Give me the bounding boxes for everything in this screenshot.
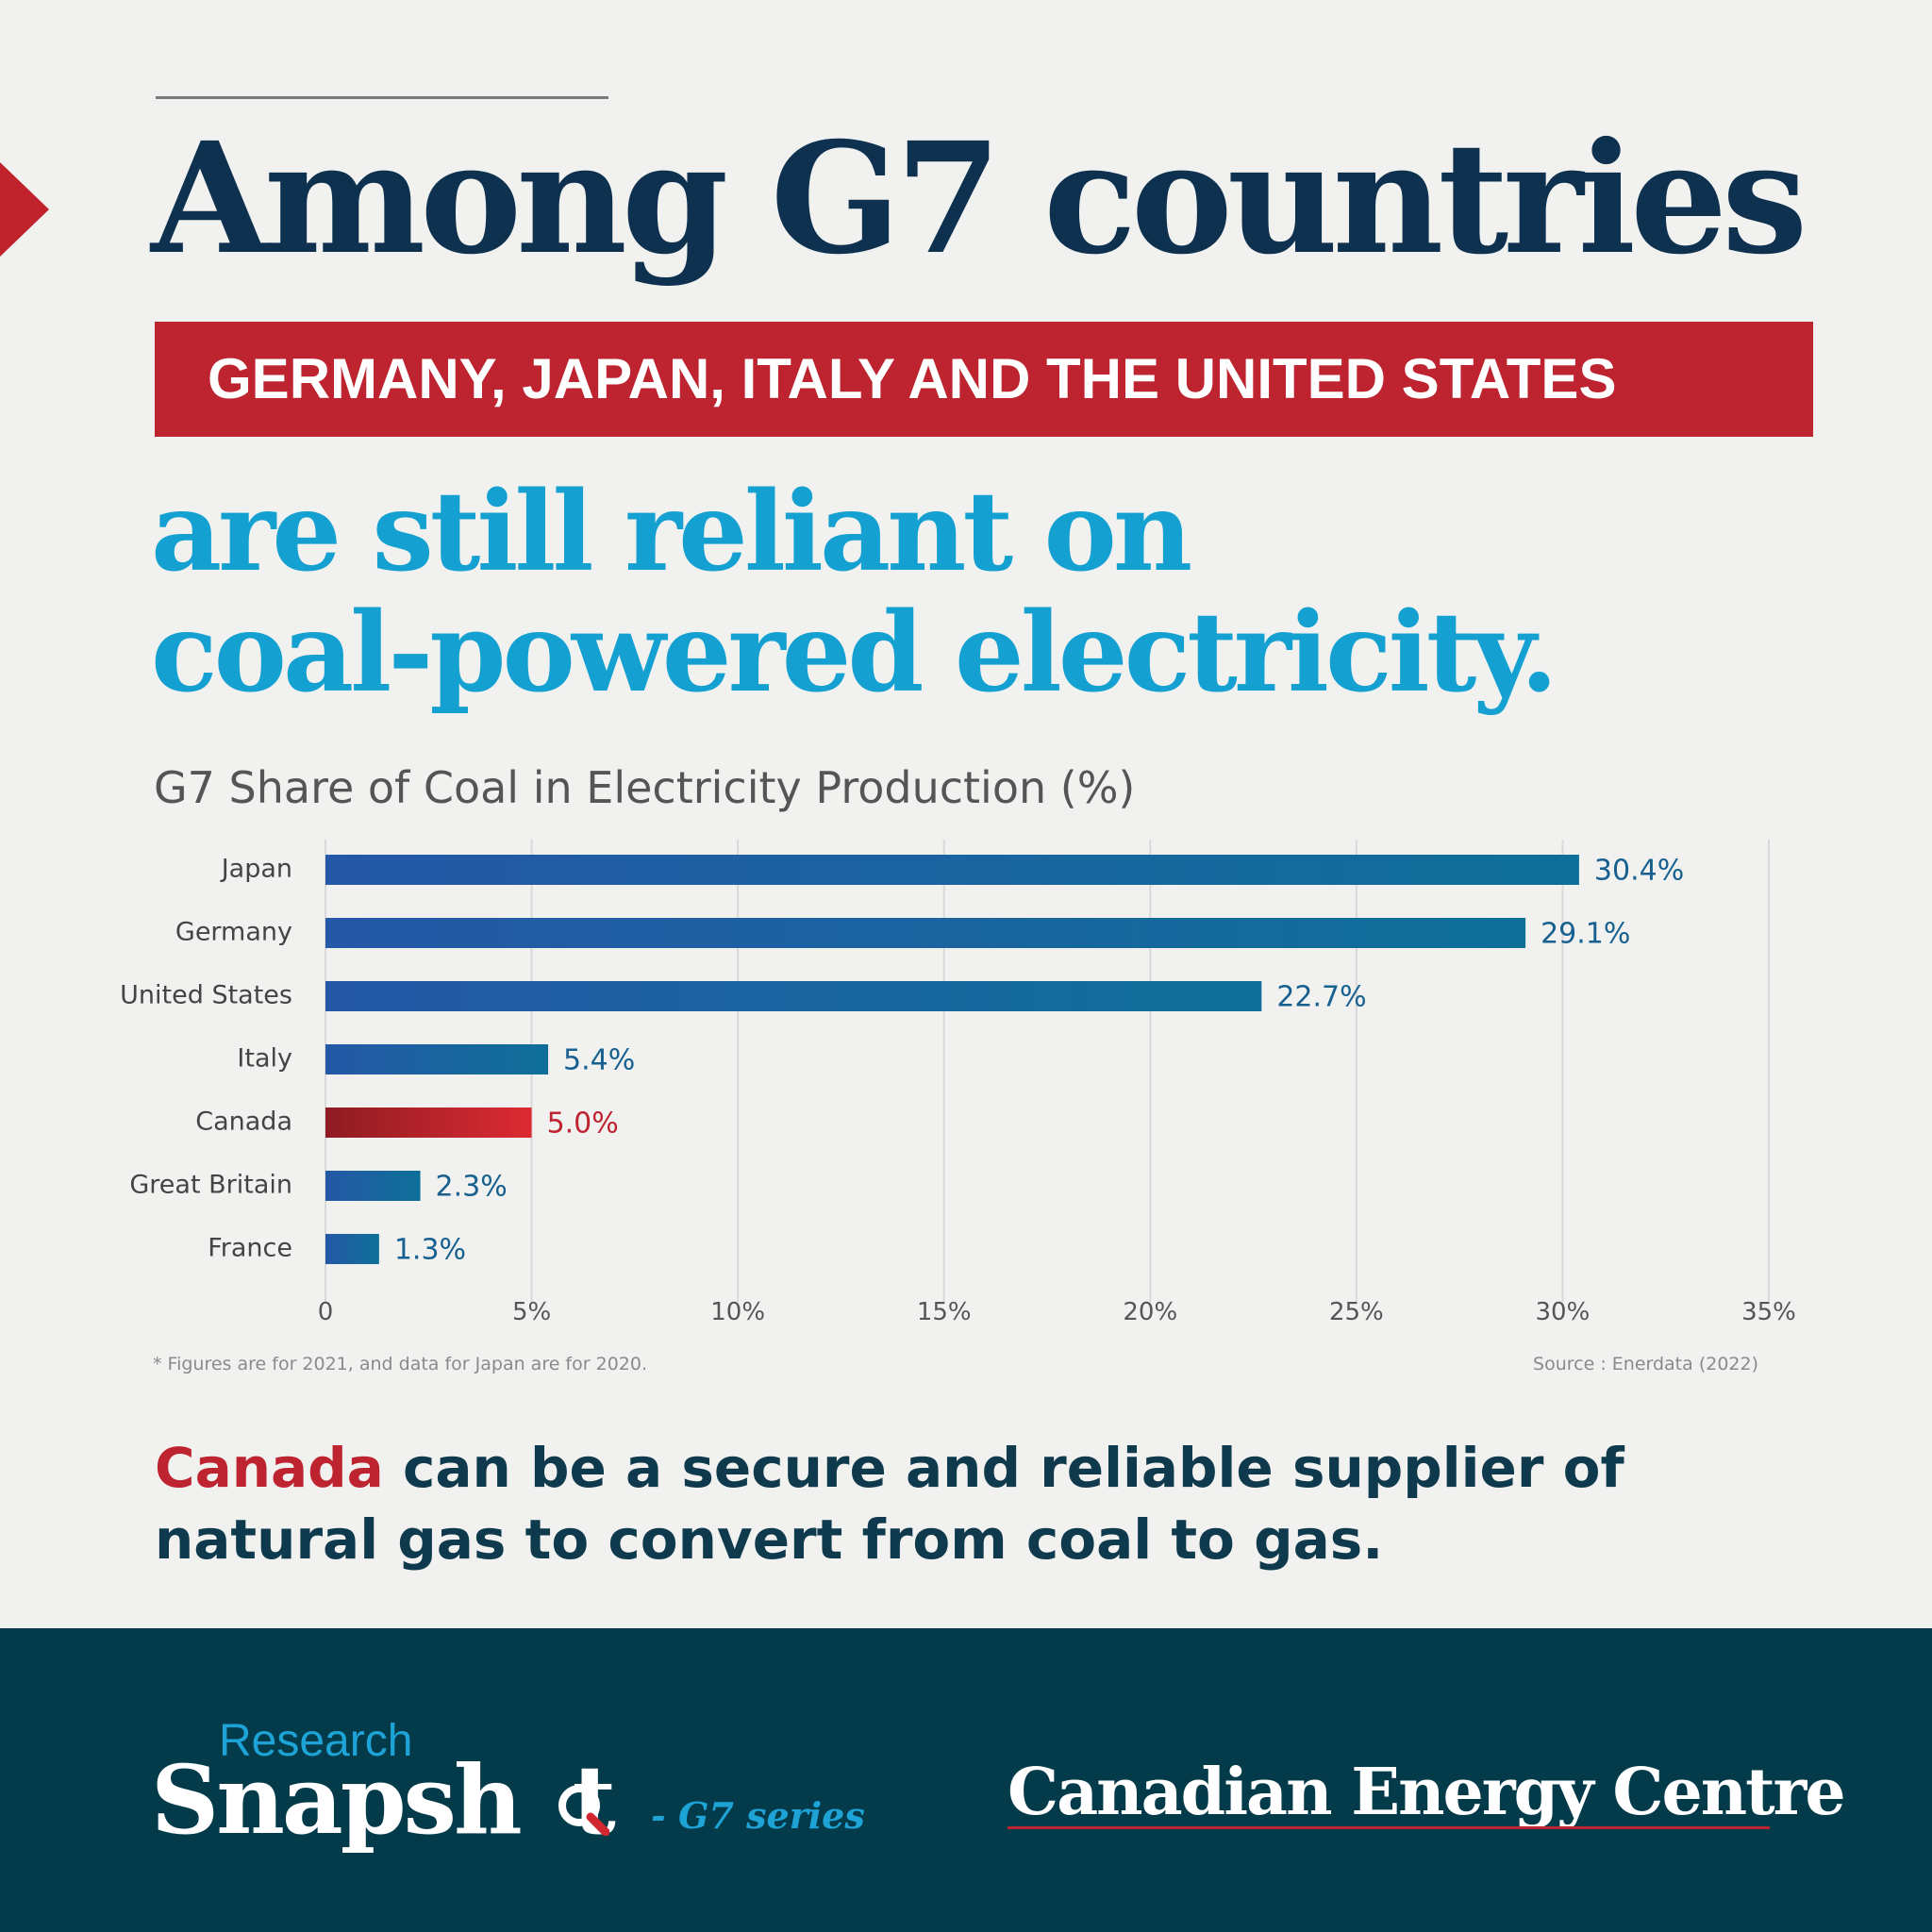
category-label: Japan xyxy=(220,855,292,884)
subheadline: are still reliant on coal-powered electr… xyxy=(151,472,1849,713)
value-label: 30.4% xyxy=(1594,855,1684,888)
closing-highlight: Canada xyxy=(155,1436,384,1500)
subhead-line-2: coal-powered electricity. xyxy=(151,589,1558,717)
subhead-line-1: are still reliant on xyxy=(151,468,1192,596)
value-label: 22.7% xyxy=(1276,981,1366,1014)
footer-bar: Research Snapsh t - G7 series Canadian En… xyxy=(0,1628,1932,1932)
x-tick-label: 35% xyxy=(1741,1298,1796,1326)
bar-germany xyxy=(325,918,1526,948)
logo-snapshot-text: Snapsh t xyxy=(151,1753,616,1847)
category-label: Germany xyxy=(175,918,292,947)
value-label: 2.3% xyxy=(436,1171,508,1204)
bar-italy xyxy=(325,1044,549,1074)
x-tick-label: 10% xyxy=(710,1298,765,1326)
category-label: Great Britain xyxy=(129,1171,292,1200)
bar-chart: Japan 30.4% Germany 29.1% United States 22.7%… xyxy=(120,840,1796,1326)
magnifier-icon xyxy=(558,1785,609,1836)
category-label: Italy xyxy=(237,1044,292,1074)
top-rule xyxy=(156,96,608,99)
closing-line-2: natural gas to convert from coal to gas. xyxy=(155,1507,1384,1572)
value-label: 5.0% xyxy=(547,1108,619,1141)
logo-snapshot-main: Snapsh xyxy=(151,1744,523,1856)
category-label: United States xyxy=(120,981,292,1010)
logo-research-text: Research xyxy=(219,1716,413,1766)
bar-france xyxy=(325,1234,379,1264)
bar-japan xyxy=(325,855,1579,885)
bar-canada xyxy=(325,1108,532,1138)
bar-united-states xyxy=(325,981,1262,1011)
source-note: Source : Enerdata (2022) xyxy=(1533,1354,1758,1374)
x-tick-label: 20% xyxy=(1123,1298,1177,1326)
x-tick-label: 25% xyxy=(1329,1298,1384,1326)
closing-statement: Canada can be a secure and reliable supp… xyxy=(155,1432,1890,1575)
closing-line-1-rest: can be a secure and reliable supplier of xyxy=(383,1436,1624,1500)
value-label: 1.3% xyxy=(394,1234,466,1267)
x-tick-label: 15% xyxy=(917,1298,972,1326)
org-logo-underline xyxy=(1008,1826,1770,1829)
value-label: 29.1% xyxy=(1541,918,1630,951)
value-label: 5.4% xyxy=(563,1044,635,1077)
footnote: * Figures are for 2021, and data for Jap… xyxy=(153,1354,647,1374)
category-label: Canada xyxy=(195,1108,292,1137)
category-label: France xyxy=(208,1234,292,1263)
org-logo-text: Canadian Energy Centre xyxy=(1008,1755,1846,1830)
bar-great-britain xyxy=(325,1171,421,1201)
logo-series-text: - G7 series xyxy=(651,1794,865,1837)
closing-line-1: Canada can be a secure and reliable supp… xyxy=(155,1432,1890,1504)
x-tick-label: 0 xyxy=(318,1298,334,1326)
headline: Among G7 countries xyxy=(151,109,1807,289)
side-arrow-icon xyxy=(0,162,49,257)
x-tick-label: 30% xyxy=(1536,1298,1591,1326)
red-banner: GERMANY, JAPAN, ITALY AND THE UNITED STA… xyxy=(155,322,1813,437)
chart-title: G7 Share of Coal in Electricity Producti… xyxy=(154,762,1136,813)
x-tick-label: 5% xyxy=(512,1298,551,1326)
